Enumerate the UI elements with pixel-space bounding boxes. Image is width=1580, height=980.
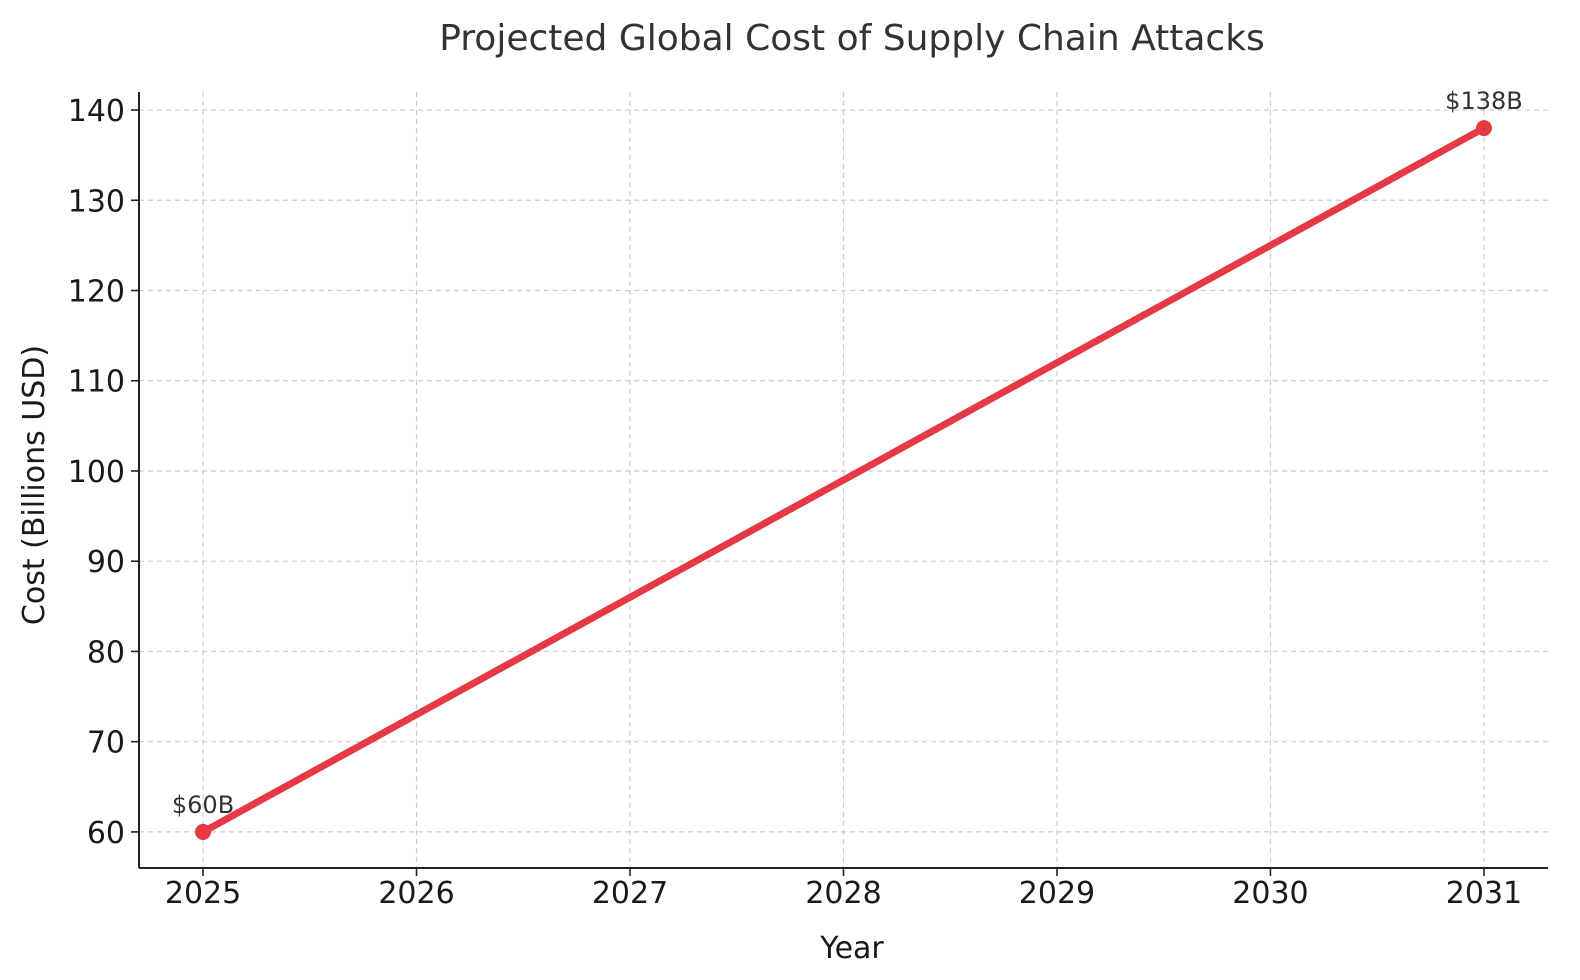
y-tick-label: 130 [68, 184, 125, 219]
grid [139, 92, 1548, 868]
data-label: $60B [172, 791, 234, 819]
y-tick-label: 80 [87, 635, 125, 670]
x-tick-label: 2026 [378, 876, 454, 911]
x-tick-label: 2027 [592, 876, 668, 911]
x-tick-label: 2028 [805, 876, 881, 911]
x-tick-label: 2031 [1446, 876, 1522, 911]
x-tick-label: 2030 [1232, 876, 1308, 911]
series-line [199, 124, 1488, 836]
x-tick-label: 2025 [165, 876, 241, 911]
y-tick-label: 60 [87, 816, 125, 851]
x-axis-label: Year [819, 931, 884, 966]
y-axis-label: Cost (Billions USD) [17, 345, 52, 625]
y-tick-label: 70 [87, 726, 125, 761]
data-label: $138B [1445, 87, 1523, 115]
series [195, 120, 1492, 840]
chart-title: Projected Global Cost of Supply Chain At… [439, 18, 1265, 59]
y-tick-label: 120 [68, 275, 125, 310]
y-tick-label: 90 [87, 545, 125, 580]
y-tick-label: 140 [68, 94, 125, 129]
x-tick-label: 2029 [1019, 876, 1095, 911]
data-point-marker [195, 823, 212, 840]
y-tick-label: 110 [68, 365, 125, 400]
axes: 2025 2026 2027 2028 2029 2030 2031 60 70 80 90 100 1… [68, 92, 1548, 911]
data-labels: $60B $138B [172, 87, 1523, 819]
y-tick-label: 100 [68, 455, 125, 490]
data-point-marker [1475, 120, 1492, 137]
